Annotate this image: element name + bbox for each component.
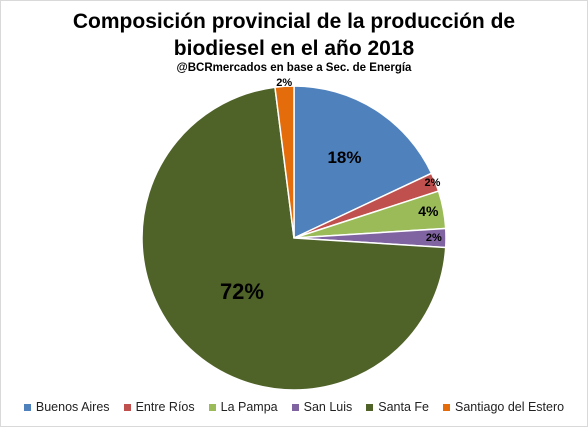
legend-label: San Luis xyxy=(303,400,353,414)
legend: Buenos Aires Entre Ríos La Pampa San Luis Sa… xyxy=(0,400,588,414)
data-label-la-pampa: 4% xyxy=(418,203,439,219)
pie-data-labels: 18% 2% 4% 2% 72% 2% xyxy=(220,77,442,304)
legend-swatch xyxy=(208,403,216,411)
pie-slice-santa-fe xyxy=(141,86,447,391)
legend-swatch xyxy=(366,403,374,411)
legend-item-santiago-del-estero: Santiago del Estero xyxy=(443,400,564,414)
legend-label: Buenos Aires xyxy=(35,400,110,414)
legend-item-santa-fe: Santa Fe xyxy=(366,400,429,414)
data-label-santiago-del-estero: 2% xyxy=(276,77,292,89)
legend-label: Entre Ríos xyxy=(135,400,195,414)
legend-swatch xyxy=(23,403,31,411)
legend-label: Santa Fe xyxy=(378,400,429,414)
legend-item-buenos-aires: Buenos Aires xyxy=(23,400,110,414)
pie-slice-buenos-aires xyxy=(293,85,433,240)
data-label-entre-rios: 2% xyxy=(425,177,441,189)
chart-title-line-2: biodiesel en el año 2018 xyxy=(173,37,415,60)
chart-title-line-1: Composición provincial de la producción … xyxy=(72,10,516,33)
legend-swatch xyxy=(291,403,299,411)
chart-subtitle: @BCRmercados en base a Sec. de Energía xyxy=(176,62,412,74)
data-label-san-luis: 2% xyxy=(426,232,442,244)
pie-slices xyxy=(141,85,447,391)
legend-item-san-luis: San Luis xyxy=(291,400,353,414)
legend-item-la-pampa: La Pampa xyxy=(208,400,278,414)
data-label-santa-fe: 72% xyxy=(220,279,264,304)
pie-slice-santiago-del-estero xyxy=(274,85,295,239)
data-label-buenos-aires: 18% xyxy=(327,148,361,167)
legend-swatch xyxy=(443,403,450,411)
legend-item-entre-rios: Entre Ríos xyxy=(123,400,195,414)
chart-title: Composición provincial de la producción … xyxy=(0,8,588,62)
legend-swatch xyxy=(123,403,131,411)
legend-label: La Pampa xyxy=(220,400,278,414)
legend-label: Santiago del Estero xyxy=(455,400,565,414)
